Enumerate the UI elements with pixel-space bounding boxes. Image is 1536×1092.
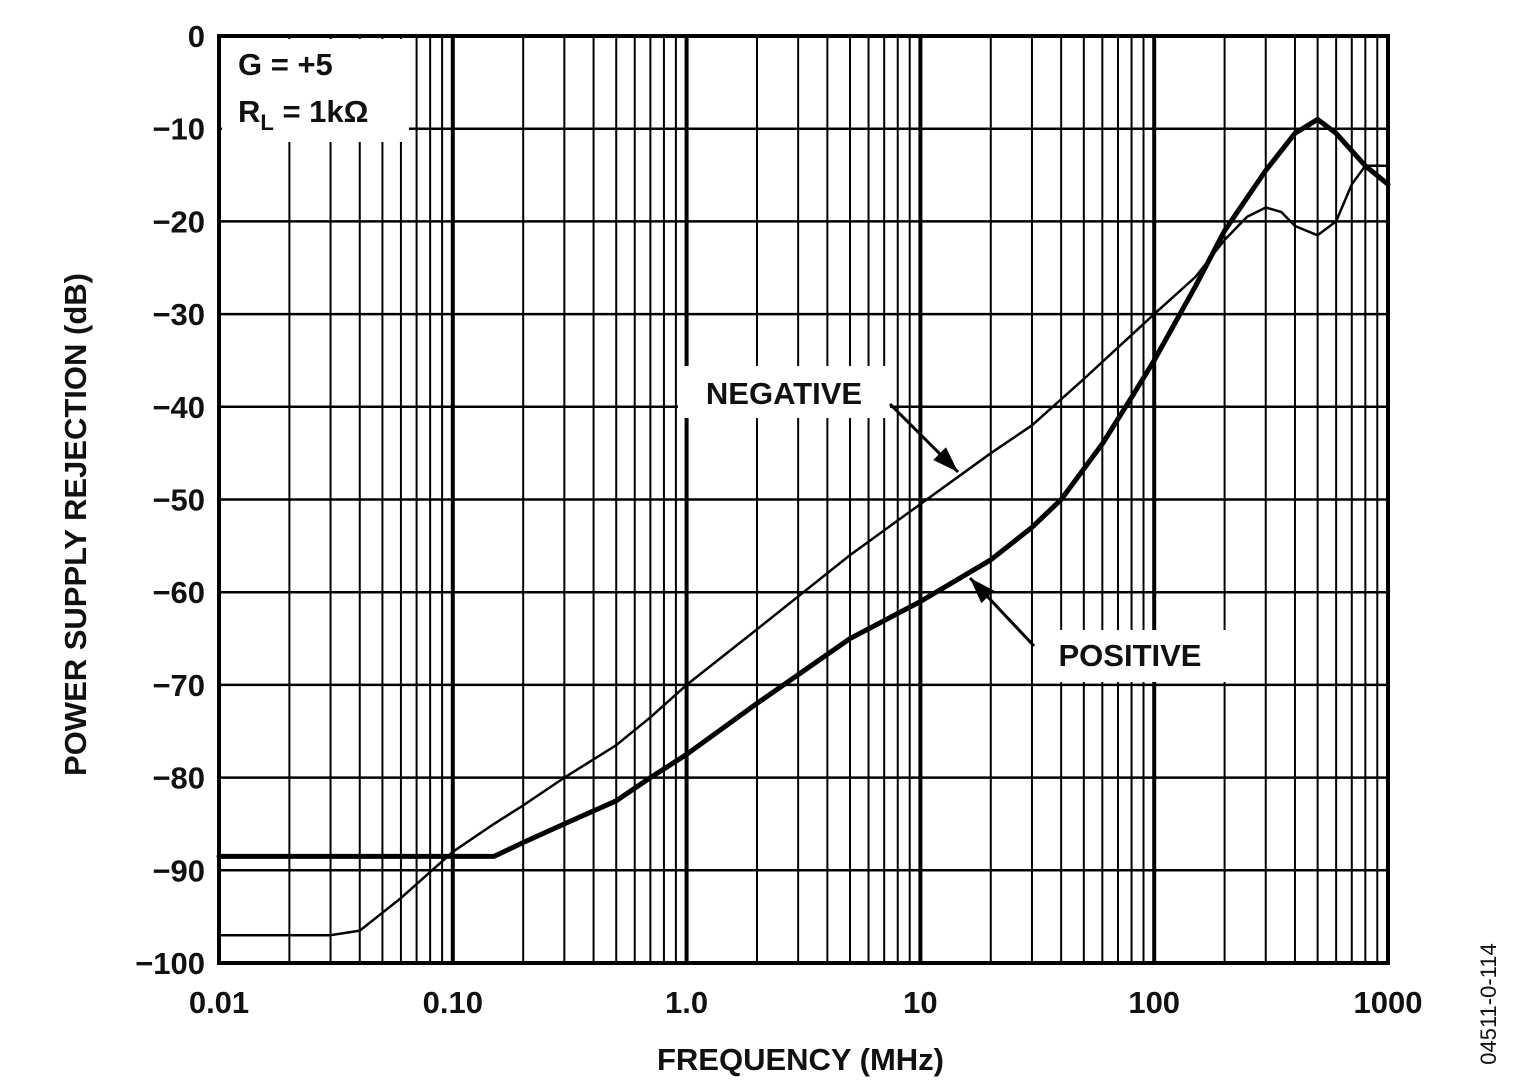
y-tick-labels: 0 −10 −20 −30 −40 −50 −60 −70 −80 −90 −100	[135, 19, 205, 981]
annotation-label-negative: NEGATIVE	[706, 376, 862, 411]
series-lines	[216, 116, 1391, 937]
x-tick-label: 1000	[1354, 985, 1423, 1020]
y-tick-label: −100	[135, 946, 205, 981]
load-condition: RL = 1kΩ	[238, 94, 369, 135]
annotation-positive: POSITIVE	[968, 576, 1226, 682]
x-tick-label: 10	[903, 985, 937, 1020]
y-tick-label: −10	[152, 112, 205, 147]
load-subscript: L	[260, 110, 273, 135]
load-symbol: R	[238, 94, 260, 129]
y-tick-label: −30	[152, 297, 205, 332]
annotation-arrow-head	[970, 578, 995, 604]
conditions-legend: G = +5 RL = 1kΩ	[222, 39, 409, 142]
y-tick-label: 0	[188, 19, 205, 54]
x-tick-label: 0.10	[423, 985, 483, 1020]
gain-condition: G = +5	[238, 47, 333, 82]
y-tick-label: −60	[152, 575, 205, 610]
y-tick-label: −90	[152, 853, 205, 888]
plot-frame	[217, 34, 1390, 965]
x-tick-labels: 0.01 0.10 1.0 10 100 1000	[189, 985, 1423, 1020]
grid	[219, 36, 1388, 963]
load-value: = 1kΩ	[274, 94, 369, 129]
series-line-positive	[216, 116, 1391, 859]
series-line-negative	[217, 164, 1390, 937]
annotation-arrow-head	[933, 447, 958, 472]
x-axis-title: FREQUENCY (MHz)	[657, 1042, 944, 1077]
x-tick-label: 0.01	[189, 985, 249, 1020]
y-tick-label: −70	[152, 668, 205, 703]
y-tick-label: −40	[152, 390, 205, 425]
annotation-bg	[1034, 630, 1226, 682]
annotation-bg	[678, 366, 890, 418]
y-axis-title: POWER SUPPLY REJECTION (dB)	[58, 273, 93, 776]
annotations: NEGATIVE POSITIVE	[678, 366, 1226, 682]
x-tick-label: 100	[1128, 985, 1180, 1020]
y-tick-label: −50	[152, 483, 205, 518]
y-tick-label: −80	[152, 761, 205, 796]
annotation-negative: NEGATIVE	[678, 366, 960, 474]
x-tick-label: 1.0	[665, 985, 708, 1020]
y-tick-label: −20	[152, 204, 205, 239]
figure-id: 04511-0-114	[1476, 943, 1501, 1065]
annotation-label-positive: POSITIVE	[1059, 638, 1202, 673]
